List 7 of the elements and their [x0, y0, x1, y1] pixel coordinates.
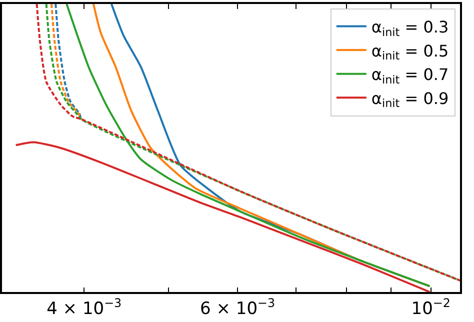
legend-label: α$_{init}$ = 0.7 — [371, 65, 449, 86]
x-tick-label: 10$^{−2}$ — [411, 296, 450, 320]
x-tick-label: 4 × 10$^{−3}$ — [46, 296, 122, 320]
x-tick-label: 6 × 10$^{−3}$ — [200, 296, 276, 320]
legend-label: α$_{init}$ = 0.9 — [371, 88, 449, 110]
legend-label: α$_{init}$ = 0.5 — [371, 41, 449, 63]
legend-label: α$_{init}$ = 0.3 — [371, 17, 449, 39]
